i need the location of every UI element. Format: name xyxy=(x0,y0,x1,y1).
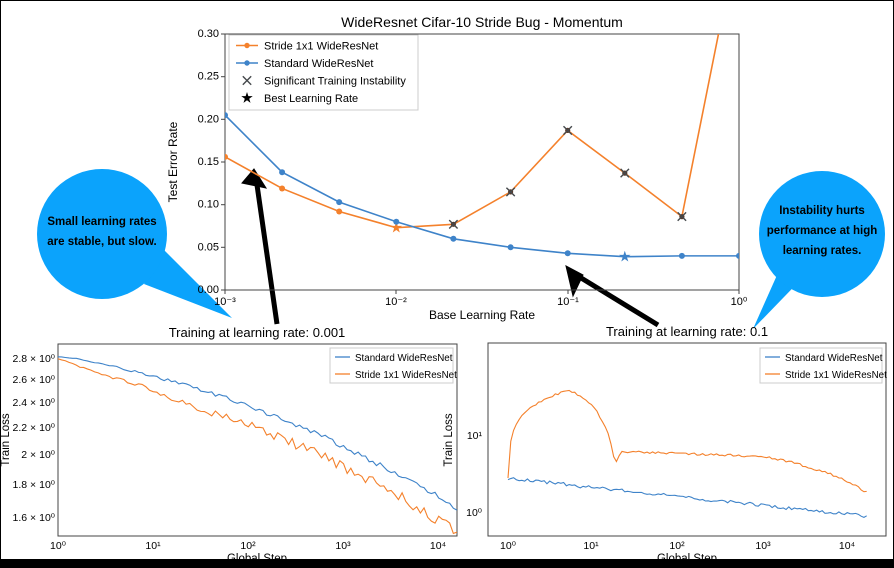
svg-text:Global Step: Global Step xyxy=(657,553,717,565)
svg-text:10³: 10³ xyxy=(755,540,771,552)
svg-text:10¹: 10¹ xyxy=(583,540,599,552)
svg-text:10⁴: 10⁴ xyxy=(839,540,855,552)
svg-text:10⁰: 10⁰ xyxy=(466,507,483,519)
svg-text:10¹: 10¹ xyxy=(467,430,483,442)
svg-text:Standard WideResNet: Standard WideResNet xyxy=(785,353,883,364)
svg-text:Training at learning rate: 0.1: Training at learning rate: 0.1 xyxy=(606,324,768,339)
svg-text:Stride 1x1 WideResNet: Stride 1x1 WideResNet xyxy=(785,370,887,381)
svg-text:10⁰: 10⁰ xyxy=(500,540,517,552)
svg-text:10²: 10² xyxy=(669,540,685,552)
svg-text:Train Loss: Train Loss xyxy=(443,413,455,467)
